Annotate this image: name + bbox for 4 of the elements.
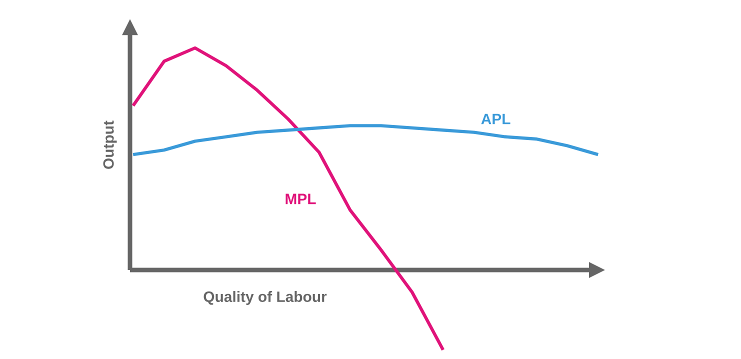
series-label: APL xyxy=(481,114,510,124)
x-axis-title: Quality of Labour xyxy=(204,291,327,305)
y-axis-title: Output xyxy=(103,120,117,169)
series-label: MPL xyxy=(286,194,316,204)
